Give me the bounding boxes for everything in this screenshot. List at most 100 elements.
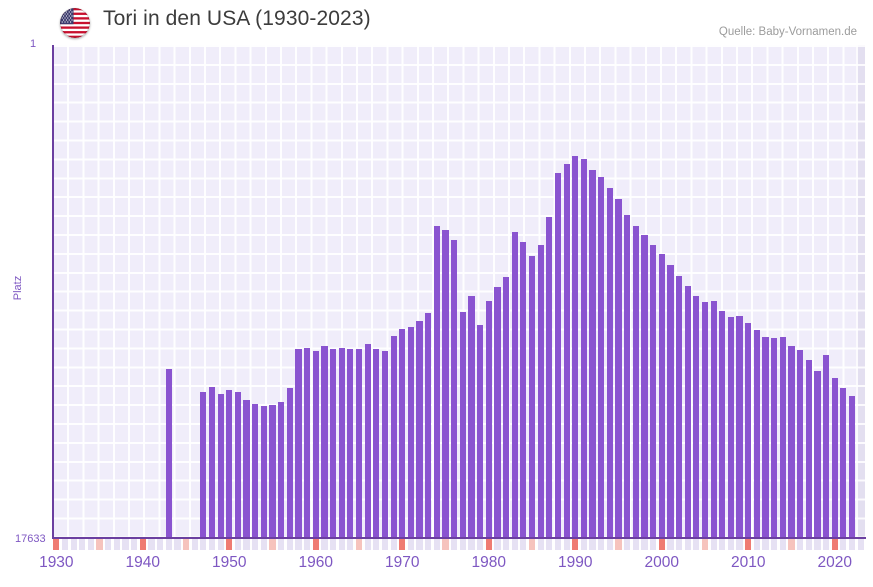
bar [727, 317, 735, 537]
bar [304, 347, 311, 537]
x-axis-minor-tick [79, 539, 86, 550]
x-axis-half-decade-tick [528, 539, 536, 550]
x-axis-minor-tick [563, 539, 570, 550]
no-data-region-gridlines [856, 45, 865, 537]
x-axis-decade-tick [658, 539, 665, 550]
bar [675, 276, 683, 537]
bar [338, 347, 345, 537]
x-axis-minor-tick [234, 539, 242, 550]
bar [788, 345, 795, 537]
x-axis-minor-tick [243, 539, 250, 550]
x-axis-minor-tick [260, 539, 267, 550]
x-axis-minor-tick [451, 539, 458, 550]
bar [373, 348, 380, 537]
chart-header: Tori in den USA (1930-2023) Quelle: Baby… [0, 0, 873, 45]
bar [736, 315, 743, 537]
x-axis-minor-tick [459, 539, 466, 550]
x-axis-minor-tick [329, 539, 337, 550]
x-axis-minor-tick [364, 539, 371, 550]
x-axis-minor-tick [148, 539, 155, 550]
bar [252, 403, 259, 537]
bar [425, 313, 432, 537]
x-axis-minor-tick [390, 539, 397, 550]
bar [511, 231, 518, 537]
bar [243, 399, 250, 537]
x-axis-minor-tick [468, 539, 475, 550]
x-axis-minor-tick [295, 539, 302, 550]
x-axis-minor-tick [589, 539, 596, 550]
x-axis-decade-tick [139, 539, 146, 550]
bar [459, 311, 466, 537]
bar [606, 187, 613, 537]
x-axis-minor-tick [70, 539, 77, 550]
bar [477, 324, 484, 537]
bar [234, 391, 242, 537]
no-data-region [856, 45, 865, 537]
x-axis-decade-tick [831, 539, 838, 550]
bar [502, 276, 510, 537]
x-axis-minor-tick [822, 539, 830, 550]
x-axis-tick-label: 1970 [385, 554, 420, 571]
bar [632, 225, 639, 537]
x-axis-minor-tick [131, 539, 138, 550]
x-axis-minor-tick [425, 539, 432, 550]
x-axis-minor-tick [848, 539, 856, 550]
bar [312, 350, 319, 537]
x-axis-tick-label: 1930 [39, 554, 74, 571]
bar [260, 406, 267, 537]
x-axis-minor-tick [753, 539, 760, 550]
x-axis-minor-tick [797, 539, 804, 550]
x-axis-decade-tick [226, 539, 233, 550]
x-axis-minor-tick [779, 539, 786, 550]
x-axis-tick-label: 1980 [471, 554, 507, 571]
x-axis-half-decade-tick [355, 539, 363, 550]
bar [226, 390, 233, 537]
x-axis-decade-tick [572, 539, 579, 550]
x-axis-minor-tick [407, 539, 415, 550]
bar [710, 301, 717, 537]
bar-series [52, 45, 865, 537]
bar [381, 350, 389, 537]
bar [822, 355, 830, 537]
x-axis-minor-tick [675, 539, 683, 550]
x-axis-minor-tick [122, 539, 129, 550]
bar [745, 323, 752, 537]
x-axis-minor-tick [641, 539, 648, 550]
y-axis-title: Platz [12, 275, 24, 301]
bar [278, 402, 285, 537]
x-axis-minor-tick [554, 539, 562, 550]
bar [468, 295, 475, 537]
bar [485, 301, 492, 537]
x-axis-tick-strip [52, 539, 866, 550]
bar [286, 387, 293, 537]
bar [797, 349, 804, 537]
bar [589, 169, 596, 537]
bar [554, 172, 562, 537]
bar [347, 348, 354, 537]
bar [321, 346, 328, 537]
bar [667, 265, 674, 537]
bar [762, 337, 769, 537]
x-axis-minor-tick [727, 539, 735, 550]
x-axis-minor-tick [321, 539, 328, 550]
x-axis-minor-tick [286, 539, 293, 550]
bar [494, 287, 501, 537]
bar [572, 156, 579, 537]
x-axis-minor-tick [477, 539, 484, 550]
y-axis-bottom-tick-label: 17633 [15, 533, 46, 545]
bar [649, 245, 657, 537]
x-axis-minor-tick [606, 539, 613, 550]
x-axis-minor-tick [338, 539, 345, 550]
bar [165, 368, 172, 537]
x-axis-half-decade-tick [701, 539, 709, 550]
x-axis-minor-tick [857, 539, 864, 550]
bar [753, 329, 760, 537]
bar [615, 199, 622, 537]
bar [416, 321, 423, 537]
x-axis-minor-tick [805, 539, 812, 550]
bar [537, 245, 544, 537]
x-axis-minor-tick [157, 539, 164, 550]
bar [598, 176, 605, 537]
page-title: Tori in den USA (1930-2023) [103, 7, 371, 30]
x-axis-half-decade-tick [442, 539, 449, 550]
